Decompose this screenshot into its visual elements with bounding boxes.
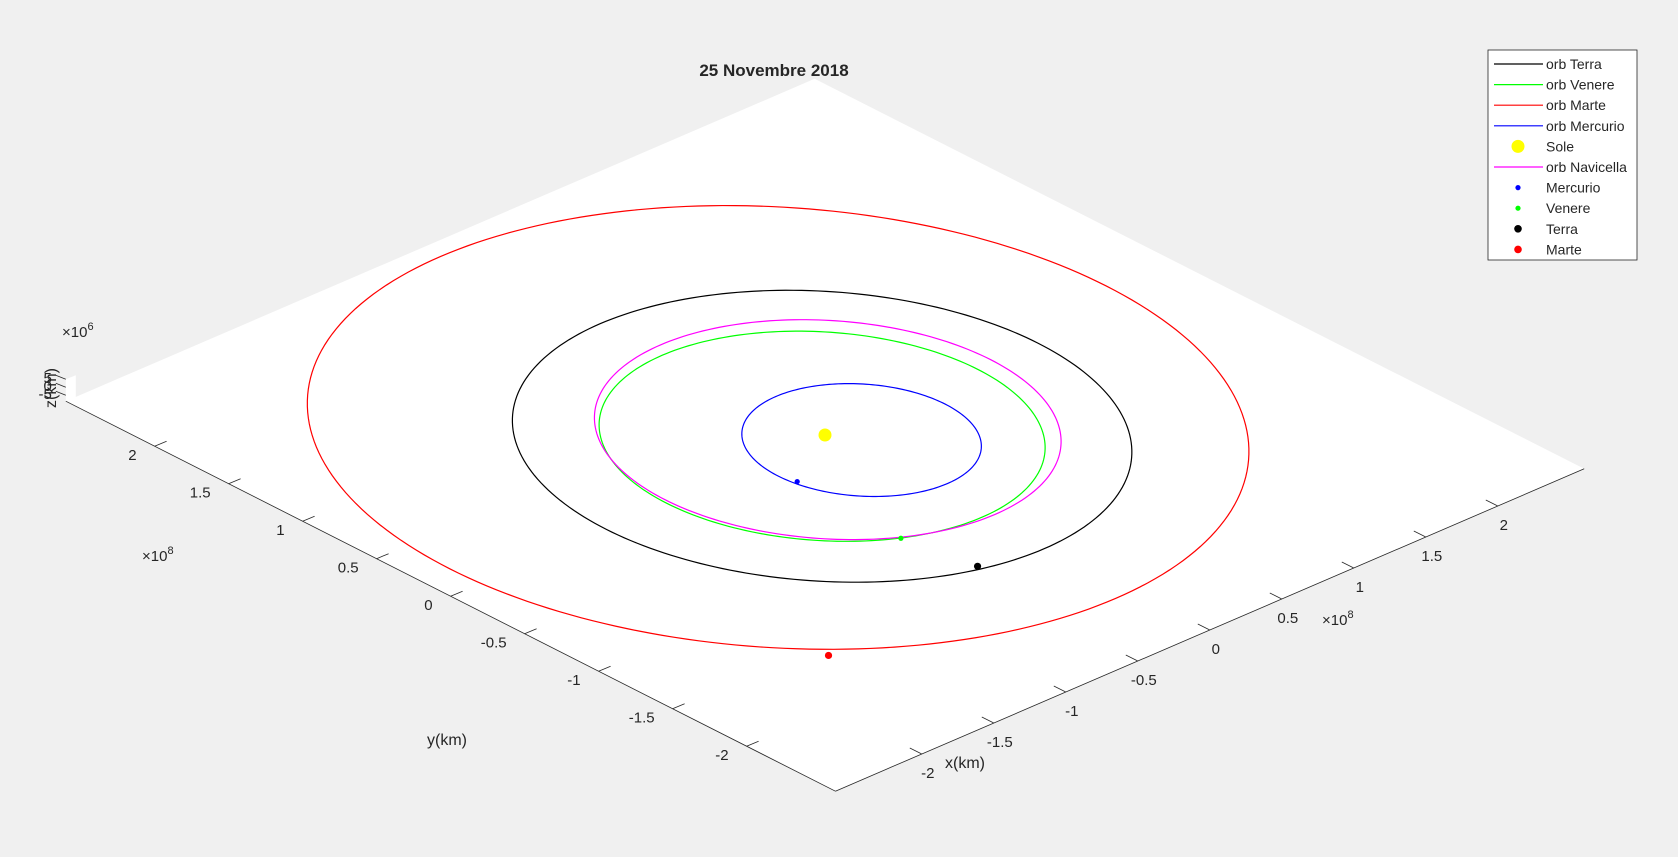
x-tick-mark xyxy=(981,716,994,724)
y-tick-mark xyxy=(376,553,389,560)
x-tick-mark xyxy=(1413,530,1426,538)
y-tick-label: 1.5 xyxy=(190,485,211,502)
z-axis-label: z(km) xyxy=(43,368,60,408)
x-tick-label: -1.5 xyxy=(987,734,1013,751)
x-tick-label: 0 xyxy=(1212,641,1220,658)
z-axis-ticks: 50-5 xyxy=(38,370,66,403)
y-axis-ticks: -2 -1.5 -1 -0.5 0 0.5 1 1.5 2 xyxy=(128,440,759,764)
legend-label-orb-mercurio: orb Mercurio xyxy=(1546,118,1625,134)
y-tick-mark xyxy=(228,478,241,485)
x-tick-label: 0.5 xyxy=(1277,610,1298,627)
legend-label-venere: Venere xyxy=(1546,200,1591,216)
x-tick-mark xyxy=(909,747,922,755)
series-orb-venere xyxy=(598,330,1046,542)
z-axis-face xyxy=(65,375,76,402)
y-axis-label: y(km) xyxy=(427,732,467,749)
y-axis-exponent: ×108 xyxy=(142,545,174,565)
x-axis-label: x(km) xyxy=(945,755,985,772)
y-tick-mark xyxy=(524,628,537,635)
y-tick-label: 2 xyxy=(128,447,136,464)
chart-title: 25 Novembre 2018 xyxy=(699,61,848,80)
y-tick-mark xyxy=(450,590,463,597)
marker-venere xyxy=(898,535,904,541)
legend-swatch-mercurio xyxy=(1515,185,1521,191)
marker-mercurio xyxy=(794,479,800,485)
y-tick-label: 0 xyxy=(424,597,432,614)
y-tick-mark xyxy=(746,740,759,747)
series-orb-navicella xyxy=(593,319,1062,541)
series-orb-mercurio xyxy=(741,383,982,498)
y-tick-mark xyxy=(302,515,315,522)
legend-label-orb-navicella: orb Navicella xyxy=(1546,159,1627,175)
z-axis-exponent: ×106 xyxy=(62,321,94,341)
y-tick-label: 1 xyxy=(276,522,284,539)
x-axis-exponent: ×108 xyxy=(1322,609,1354,629)
legend-swatch-terra xyxy=(1514,225,1522,233)
x-tick-label: 2 xyxy=(1500,517,1508,534)
y-tick-label: -0.5 xyxy=(481,635,507,652)
x-tick-mark xyxy=(1341,561,1354,569)
x-axis-ticks: -2 -1.5 -1 -0.5 0 0.5 1 1.5 2 xyxy=(909,499,1508,782)
y-tick-label: 0.5 xyxy=(338,560,359,577)
x-tick-mark xyxy=(1053,685,1066,693)
y-tick-label: -1.5 xyxy=(629,710,655,727)
z-tick-mark xyxy=(55,382,66,388)
y-tick-label: -2 xyxy=(715,747,728,764)
x-tick-label: 1.5 xyxy=(1421,548,1442,565)
z-tick-mark xyxy=(55,374,66,380)
x-tick-mark xyxy=(1125,654,1138,662)
y-tick-label: -1 xyxy=(567,672,580,689)
y-tick-mark xyxy=(598,665,611,672)
legend-label-mercurio: Mercurio xyxy=(1546,180,1601,196)
marker-marte xyxy=(824,651,833,660)
legend-swatch-marte xyxy=(1514,245,1522,254)
series-orb-terra xyxy=(511,289,1133,583)
y-tick-mark xyxy=(672,703,685,710)
legend-label-orb-terra: orb Terra xyxy=(1546,56,1602,72)
z-tick-label: 5 xyxy=(43,370,51,387)
x-tick-mark xyxy=(1485,499,1498,507)
x-tick-mark xyxy=(1269,592,1282,600)
z-tick-mark xyxy=(55,390,66,396)
legend: orb Terra orb Venere orb Marte orb Mercurio… xyxy=(1487,49,1638,261)
legend-swatch-venere xyxy=(1515,205,1521,211)
legend-label-sole: Sole xyxy=(1546,138,1574,154)
plot-data xyxy=(306,204,1250,660)
x-tick-label: -0.5 xyxy=(1131,672,1157,689)
z-tick-label: 0 xyxy=(43,378,51,395)
x-tick-label: -1 xyxy=(1065,703,1078,720)
y-tick-mark xyxy=(154,440,167,447)
legend-label-orb-marte: orb Marte xyxy=(1546,97,1606,113)
series-orb-marte xyxy=(306,204,1250,650)
legend-label-terra: Terra xyxy=(1546,221,1578,237)
marker-sole xyxy=(818,428,832,442)
marker-terra xyxy=(973,562,982,570)
z-tick-label: -5 xyxy=(38,386,51,403)
legend-label-marte: Marte xyxy=(1546,241,1582,257)
x-tick-label: -2 xyxy=(921,765,934,782)
legend-swatch-sole xyxy=(1511,139,1525,153)
x-tick-mark xyxy=(1197,623,1210,631)
legend-label-orb-venere: orb Venere xyxy=(1546,77,1615,93)
x-tick-label: 1 xyxy=(1356,579,1364,596)
